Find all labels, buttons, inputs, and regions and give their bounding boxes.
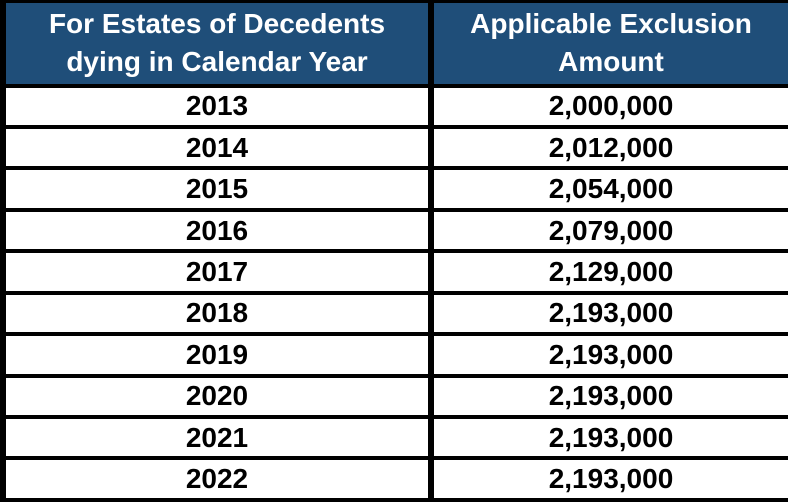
amount-cell: 2,193,000 <box>428 290 788 337</box>
year-cell: 2015 <box>0 166 434 212</box>
table-body: 2013 2,000,000 2014 2,012,000 2015 2,054… <box>0 83 788 502</box>
year-cell: 2020 <box>0 373 434 420</box>
table-row: 2020 2,193,000 <box>0 373 788 420</box>
table-row: 2022 2,193,000 <box>0 456 788 502</box>
year-cell: 2019 <box>0 332 434 378</box>
amount-cell: 2,193,000 <box>428 373 788 420</box>
column-header-calendar-year: For Estates of Decedents dying in Calend… <box>0 0 434 88</box>
table-row: 2013 2,000,000 <box>0 83 788 129</box>
header-row: For Estates of Decedents dying in Calend… <box>0 0 788 88</box>
amount-cell: 2,193,000 <box>428 332 788 378</box>
amount-cell: 2,193,000 <box>428 414 788 461</box>
amount-cell: 2,000,000 <box>428 83 788 129</box>
header-line: Applicable Exclusion <box>470 8 752 40</box>
amount-cell: 2,012,000 <box>428 124 788 171</box>
table-header: For Estates of Decedents dying in Calend… <box>0 0 788 88</box>
amount-cell: 2,193,000 <box>428 456 788 502</box>
table-row: 2017 2,129,000 <box>0 249 788 295</box>
amount-cell: 2,079,000 <box>428 207 788 254</box>
year-cell: 2016 <box>0 207 434 254</box>
column-header-exclusion-amount: Applicable Exclusion Amount <box>428 0 788 88</box>
year-cell: 2021 <box>0 414 434 461</box>
year-cell: 2013 <box>0 83 434 129</box>
table-row: 2019 2,193,000 <box>0 332 788 378</box>
amount-cell: 2,129,000 <box>428 249 788 295</box>
amount-cell: 2,054,000 <box>428 166 788 212</box>
table-row: 2015 2,054,000 <box>0 166 788 212</box>
table-row: 2016 2,079,000 <box>0 207 788 254</box>
table-row: 2014 2,012,000 <box>0 124 788 171</box>
year-cell: 2014 <box>0 124 434 171</box>
year-cell: 2017 <box>0 249 434 295</box>
year-cell: 2022 <box>0 456 434 502</box>
header-line: Amount <box>558 46 664 78</box>
table-row: 2018 2,193,000 <box>0 290 788 337</box>
year-cell: 2018 <box>0 290 434 337</box>
header-line: For Estates of Decedents <box>48 8 386 40</box>
header-line: dying in Calendar Year <box>66 46 368 78</box>
table-row: 2021 2,193,000 <box>0 414 788 461</box>
